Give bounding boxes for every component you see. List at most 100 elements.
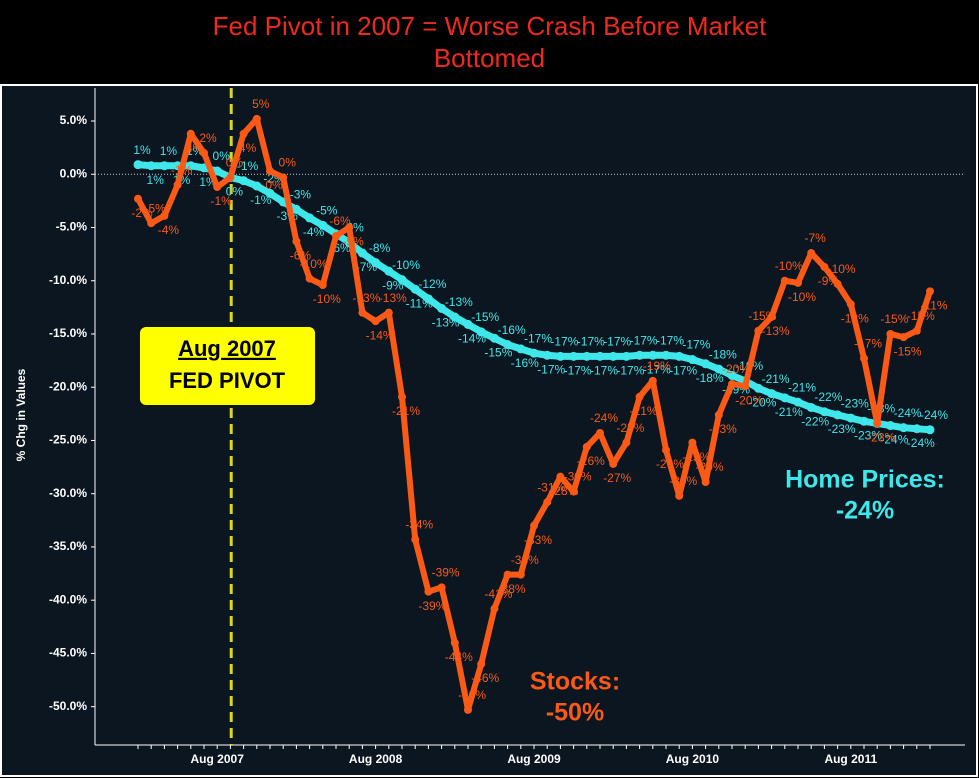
data-label: -17%	[524, 331, 552, 345]
data-label: -17%	[669, 364, 697, 378]
data-label: -46%	[471, 671, 499, 685]
data-label: -26%	[577, 454, 605, 468]
point	[569, 487, 578, 496]
data-label: -6%	[290, 249, 312, 263]
point	[820, 262, 829, 271]
data-label: -21%	[775, 405, 803, 419]
point	[173, 180, 182, 189]
x-tick-label: Aug 2010	[666, 752, 720, 766]
data-label: -34%	[405, 518, 433, 532]
data-label: -41%	[484, 587, 512, 601]
data-label: -50%	[458, 688, 486, 702]
data-label: -8%	[369, 241, 391, 255]
data-label: -21%	[788, 380, 816, 394]
point	[635, 350, 645, 360]
point	[437, 303, 447, 313]
point	[358, 308, 367, 317]
data-label: 0%	[226, 156, 244, 170]
point	[147, 219, 156, 228]
y-tick-label: -20.0%	[49, 379, 87, 393]
point	[648, 350, 658, 360]
data-label: 0%	[279, 156, 297, 170]
point	[318, 280, 327, 289]
data-label: -10%	[828, 262, 856, 276]
y-tick-label: -30.0%	[49, 486, 87, 500]
point	[833, 410, 843, 420]
chart-title: Fed Pivot in 2007 = Worse Crash Before M…	[212, 11, 767, 73]
data-label: -5%	[316, 204, 338, 218]
point	[410, 284, 420, 294]
point	[516, 570, 525, 579]
data-label: -9%	[382, 278, 404, 292]
x-tick-label: Aug 2008	[349, 752, 403, 766]
point	[398, 392, 406, 401]
point	[701, 477, 710, 486]
point	[741, 382, 750, 391]
data-label: 4%	[186, 141, 204, 155]
point	[384, 308, 393, 317]
data-label: -22%	[814, 390, 842, 404]
point	[477, 660, 486, 669]
data-label: -17%	[643, 362, 671, 376]
data-label: -17%	[854, 337, 882, 351]
data-label: -24%	[920, 408, 948, 422]
data-label: -25%	[682, 450, 710, 464]
point	[555, 351, 565, 361]
point	[450, 638, 459, 647]
point	[728, 380, 736, 389]
data-label: -13%	[352, 291, 380, 305]
point	[912, 424, 922, 434]
data-label: 0%	[265, 178, 283, 192]
data-label: -10%	[788, 290, 816, 304]
data-label: -21%	[630, 404, 658, 418]
point	[318, 220, 328, 230]
data-label: 0%	[213, 149, 231, 163]
y-tick-label: 5.0%	[60, 113, 88, 127]
y-tick-label: -50.0%	[49, 699, 87, 713]
data-label: -38%	[511, 553, 539, 567]
point	[635, 392, 644, 401]
point	[133, 160, 143, 170]
data-label: -3%	[290, 188, 312, 202]
data-label: -18%	[709, 347, 737, 361]
data-label: -29%	[696, 460, 724, 474]
y-tick-label: 0.0%	[60, 166, 88, 180]
data-label: -23%	[709, 422, 737, 436]
point	[213, 183, 222, 192]
data-label: -10%	[300, 257, 328, 271]
point	[886, 329, 895, 338]
y-axis-label: % Chg in Values	[14, 368, 28, 461]
point	[846, 413, 856, 423]
data-label: -18%	[696, 371, 724, 385]
point	[411, 535, 420, 544]
point	[252, 114, 261, 123]
point	[860, 354, 868, 363]
pivot-box	[140, 327, 315, 405]
y-tick-label: -5.0%	[56, 220, 88, 234]
data-label: -12%	[841, 311, 869, 325]
point	[291, 204, 301, 214]
point	[662, 446, 670, 455]
data-label: -20%	[722, 362, 750, 376]
y-tick-label: -10.0%	[49, 273, 87, 287]
annotation: Stocks:	[530, 668, 620, 696]
point	[503, 340, 513, 350]
point	[423, 294, 433, 304]
point	[767, 389, 777, 399]
data-label: -30%	[564, 470, 592, 484]
point	[794, 278, 802, 287]
point	[186, 129, 195, 138]
point	[608, 351, 618, 361]
chart-background	[0, 84, 978, 777]
x-tick-label: Aug 2009	[507, 752, 561, 766]
point	[807, 249, 816, 258]
point	[846, 300, 855, 309]
point	[833, 279, 842, 288]
data-label: -1%	[171, 163, 193, 177]
data-label: -2%	[131, 206, 153, 220]
data-label: -4%	[158, 223, 180, 237]
annotation: Home Prices:	[785, 466, 945, 494]
data-label: -6%	[329, 214, 351, 228]
point	[463, 319, 473, 329]
point	[899, 423, 909, 433]
